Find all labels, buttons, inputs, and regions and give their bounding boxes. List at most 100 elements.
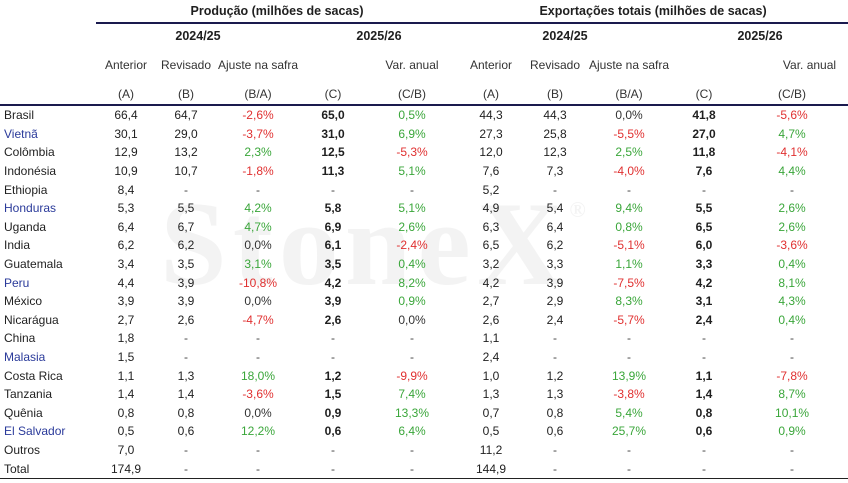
exports-new-value: 7,6 <box>695 164 713 179</box>
exports-ajuste-value: 0,0% <box>615 108 643 123</box>
table-row: Tanzania 1,4 1,4 -3,6% 1,5 7,4% 1,3 1,3 -3,8% 1,4… <box>0 385 848 404</box>
exports-var-value: 2,6% <box>778 201 806 216</box>
country-name: Outros <box>4 442 41 457</box>
exports-year-2: 2025/26 <box>737 28 783 43</box>
production-new-value: 65,0 <box>321 108 345 123</box>
production-revisado-value: - <box>184 182 188 197</box>
col-ajuste: Ajuste na safra <box>588 58 670 72</box>
production-new-value: 6,9 <box>324 219 342 234</box>
col-anterior: Anterior <box>470 58 513 72</box>
production-revisado-value: 10,7 <box>174 164 198 179</box>
table-row: China 1,8 - - - - 1,1 - - - - <box>0 329 848 348</box>
exports-var-value: 2,6% <box>778 219 806 234</box>
production-var-value: 0,4% <box>398 257 426 272</box>
exports-anterior-value: 44,3 <box>479 108 503 123</box>
exports-var-value: - <box>790 442 795 457</box>
country-name: Uganda <box>4 219 47 234</box>
exports-ajuste-value: - <box>627 442 632 457</box>
exports-new-value: 5,5 <box>695 201 713 216</box>
exports-var-value: 4,4% <box>778 164 806 179</box>
table-row: Vietnã 30,1 29,0 -3,7% 31,0 6,9% 27,3 25,8 -5,5%… <box>0 125 848 144</box>
exports-var-value: 8,7% <box>778 387 806 402</box>
production-revisado-value: 3,5 <box>177 257 195 272</box>
production-new-value: 12,5 <box>321 145 345 160</box>
exports-ajuste-value: -5,7% <box>613 312 645 327</box>
production-new-value: 1,5 <box>324 387 342 402</box>
exports-var-value: 0,9% <box>778 424 806 439</box>
production-revisado-value: 6,2 <box>177 238 195 253</box>
production-revisado-value: 0,6 <box>177 424 195 439</box>
exports-new-value: - <box>672 459 737 479</box>
production-ajuste-value: - <box>256 182 260 197</box>
production-new-value: 6,1 <box>324 238 342 253</box>
country-name: Vietnã <box>4 126 38 141</box>
exports-var-value: 10,1% <box>775 405 810 420</box>
exports-anterior-value: 3,2 <box>482 257 500 272</box>
production-anterior-value: 6,2 <box>117 238 135 253</box>
production-var-value: - <box>366 459 459 479</box>
code-ba: (B/A) <box>216 83 300 106</box>
exports-year-1: 2024/25 <box>542 28 588 43</box>
production-new-value: - <box>331 331 335 346</box>
exports-revisado-value: 7,3 <box>546 164 564 179</box>
exports-revisado-value: 1,3 <box>546 387 564 402</box>
production-ajuste-value: - <box>216 459 300 479</box>
exports-ajuste-value: 2,5% <box>615 145 643 160</box>
exports-anterior-value: 1,1 <box>482 331 500 346</box>
exports-ajuste-value: -3,8% <box>613 387 645 402</box>
exports-anterior-value: 5,2 <box>482 182 500 197</box>
table-row: Guatemala 3,4 3,5 3,1% 3,5 0,4% 3,2 3,3 1,1% 3,3 0… <box>0 255 848 274</box>
production-anterior-value: 6,4 <box>117 219 135 234</box>
production-anterior-value: 5,3 <box>117 201 135 216</box>
production-revisado-value: - <box>184 350 188 365</box>
exports-anterior-value: 12,0 <box>479 145 503 160</box>
exports-anterior-value: 2,6 <box>482 312 500 327</box>
exports-anterior-value: 2,7 <box>482 294 500 309</box>
exports-revisado-value: 1,2 <box>546 368 564 383</box>
country-name: México <box>4 294 43 309</box>
exports-ajuste-value: 9,4% <box>615 201 643 216</box>
exports-anterior-value: 144,9 <box>458 459 525 479</box>
exports-var-value: 0,4% <box>778 312 806 327</box>
exports-ajuste-value: - <box>627 350 632 365</box>
table-row: Total 174,9- - - -144,9- - - - <box>0 459 848 479</box>
production-ajuste-value: 3,1% <box>244 257 272 272</box>
country-name: Honduras <box>4 201 57 216</box>
production-ajuste-value: 12,2% <box>240 424 276 439</box>
exports-ajuste-value: -5,5% <box>613 126 645 141</box>
exports-var-value: 4,3% <box>778 294 806 309</box>
production-new-value: - <box>300 459 366 479</box>
code-a: (A) <box>458 83 525 106</box>
table-row: Malasia 1,5 - - - - 2,4 - - - - <box>0 348 848 367</box>
exports-revisado-value: 3,9 <box>546 275 564 290</box>
exports-revisado-value: - <box>553 442 558 457</box>
exports-group-header: Exportações totais (milhões de sacas) <box>458 0 848 24</box>
production-var-value: 2,6% <box>398 219 426 234</box>
production-ajuste-value: - <box>256 442 260 457</box>
production-revisado-value: - <box>184 331 188 346</box>
exports-revisado-value: 5,4 <box>546 201 564 216</box>
production-var-value: 0,5% <box>398 108 426 123</box>
production-anterior-value: 1,8 <box>117 331 135 346</box>
col-var: Var. anual <box>782 58 837 72</box>
exports-new-value: 1,4 <box>695 387 713 402</box>
production-var-value: 5,1% <box>398 164 426 179</box>
production-anterior-value: 66,4 <box>114 108 138 123</box>
col-ajuste: Ajuste na safra <box>217 58 299 72</box>
production-ajuste-value: -10,8% <box>238 275 278 290</box>
production-ajuste-value: 18,0% <box>240 368 276 383</box>
exports-anterior-value: 4,2 <box>482 275 500 290</box>
production-revisado-value: 29,0 <box>174 126 198 141</box>
exports-anterior-value: 1,0 <box>482 368 500 383</box>
exports-revisado-value: 0,8 <box>546 405 564 420</box>
country-name: Costa Rica <box>4 368 63 383</box>
production-anterior-value: 4,4 <box>117 275 135 290</box>
production-revisado-value: 64,7 <box>174 108 198 123</box>
production-ajuste-value: -4,7% <box>242 312 274 327</box>
production-anterior-value: 174,9 <box>96 459 156 479</box>
exports-new-value: 2,4 <box>695 312 713 327</box>
production-var-value: - <box>410 331 414 346</box>
exports-revisado-value: 0,6 <box>546 424 564 439</box>
production-anterior-value: 2,7 <box>117 312 135 327</box>
production-var-value: 0,0% <box>398 312 426 327</box>
